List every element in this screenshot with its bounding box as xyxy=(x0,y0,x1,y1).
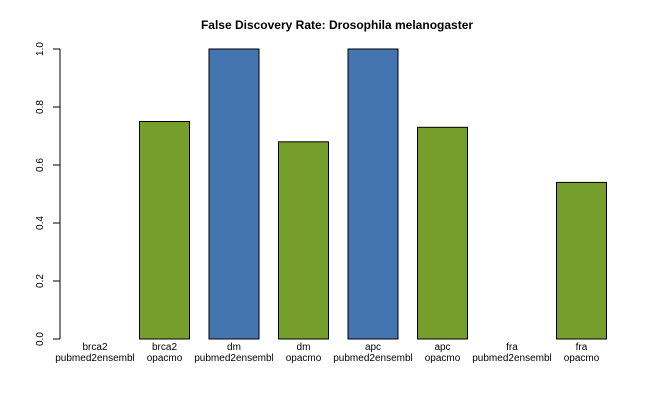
bar-apc-opacmo xyxy=(417,126,468,340)
x-category-label: pubmed2ensembl xyxy=(472,353,552,364)
x-category-label: apc xyxy=(434,342,450,353)
x-category-label: opacmo xyxy=(425,353,461,364)
y-tick-label: 0.4 xyxy=(35,216,46,230)
x-category-label: opacmo xyxy=(286,353,322,364)
y-tick-label: 0.2 xyxy=(35,274,46,288)
bar-dm-pubmed2ensembl xyxy=(208,48,260,340)
x-category-label: opacmo xyxy=(564,353,600,364)
x-category-label: pubmed2ensembl xyxy=(55,353,135,364)
chart-title: False Discovery Rate: Drosophila melanog… xyxy=(201,18,473,32)
x-category-label: dm xyxy=(227,342,241,353)
bars xyxy=(139,48,607,340)
x-category-label: dm xyxy=(297,342,311,353)
bar-fra-opacmo xyxy=(556,181,607,340)
x-category-label: fra xyxy=(506,342,518,353)
y-tick-label: 0.0 xyxy=(35,332,46,346)
bar-brca2-opacmo xyxy=(139,121,190,340)
x-category-label: pubmed2ensembl xyxy=(194,353,274,364)
bar-dm-opacmo xyxy=(278,141,329,340)
x-category-label: pubmed2ensembl xyxy=(333,353,413,364)
x-category-label: opacmo xyxy=(147,353,183,364)
x-axis-labels: brca2pubmed2ensemblbrca2opacmodmpubmed2e… xyxy=(55,342,599,364)
x-category-label: brca2 xyxy=(82,342,107,353)
y-axis: 0.0 0.2 0.4 0.6 0.8 1.0 xyxy=(35,42,61,346)
y-tick-label: 0.6 xyxy=(35,158,46,172)
bar-apc-pubmed2ensembl xyxy=(347,48,399,340)
x-category-label: fra xyxy=(576,342,588,353)
x-category-label: brca2 xyxy=(152,342,177,353)
x-category-label: apc xyxy=(365,342,381,353)
y-tick-label: 1.0 xyxy=(35,42,46,56)
y-tick-label: 0.8 xyxy=(35,100,46,114)
